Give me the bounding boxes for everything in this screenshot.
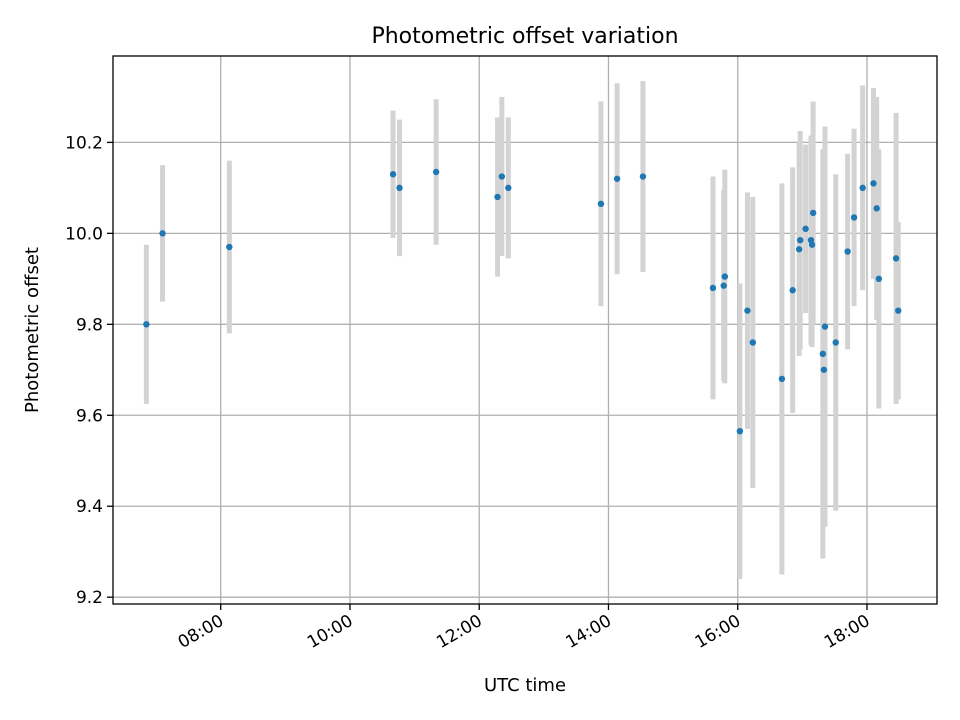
data-point — [744, 307, 751, 314]
data-point — [494, 193, 501, 201]
data-point — [789, 287, 796, 294]
x-tick-label: 18:00 — [821, 611, 873, 653]
x-tick-label: 08:00 — [175, 611, 227, 653]
y-tick-label: 9.4 — [76, 497, 103, 517]
data-point — [832, 339, 839, 346]
plot-frame — [112, 55, 938, 605]
x-axis-ticks: 08:00 10:00 12:00 14:00 16:00 18:00 — [175, 604, 873, 653]
data-point — [721, 273, 729, 280]
data-point — [844, 248, 851, 255]
data-point — [895, 307, 902, 314]
x-tick-label: 16:00 — [692, 611, 744, 653]
x-tick-label: 10:00 — [304, 611, 356, 653]
error-bars — [143, 81, 901, 579]
data-point — [795, 246, 803, 253]
data-point — [850, 214, 858, 221]
data-point — [432, 168, 440, 176]
data-point — [143, 321, 150, 328]
data-point — [859, 184, 866, 192]
data-point — [778, 375, 786, 383]
y-tick-label: 10.0 — [65, 224, 103, 244]
data-point — [820, 366, 828, 373]
data-point — [873, 205, 880, 212]
x-tick-label: 14:00 — [563, 611, 615, 653]
y-axis-label: Photometric offset — [22, 247, 43, 413]
data-point — [870, 180, 877, 187]
data-point — [159, 230, 166, 237]
chart-title: Photometric offset variation — [371, 24, 678, 49]
y-axis-ticks: 9.2 9.4 9.6 9.8 10.0 10.2 — [65, 133, 113, 608]
data-point — [892, 255, 900, 262]
data-point — [226, 243, 233, 251]
data-point — [709, 284, 717, 292]
data-point — [802, 225, 809, 233]
data-point — [597, 200, 605, 208]
y-tick-label: 9.2 — [76, 588, 103, 608]
data-point — [639, 173, 647, 180]
data-point — [797, 236, 804, 244]
data-point — [821, 323, 829, 330]
data-points — [143, 168, 902, 435]
y-tick-label: 10.2 — [65, 133, 103, 153]
data-point — [498, 173, 506, 180]
y-tick-label: 9.6 — [76, 406, 103, 426]
data-point — [396, 184, 403, 192]
data-point — [809, 209, 817, 217]
data-point — [736, 427, 744, 435]
data-point — [808, 241, 816, 248]
x-axis-label: UTC time — [484, 675, 566, 696]
data-point — [389, 171, 397, 178]
data-point — [720, 282, 727, 289]
y-tick-label: 9.8 — [76, 315, 103, 335]
data-point — [749, 339, 757, 346]
x-tick-label: 12:00 — [433, 611, 485, 653]
data-point — [875, 275, 883, 283]
data-point — [819, 350, 827, 358]
data-point — [613, 175, 621, 182]
data-point — [505, 184, 512, 192]
